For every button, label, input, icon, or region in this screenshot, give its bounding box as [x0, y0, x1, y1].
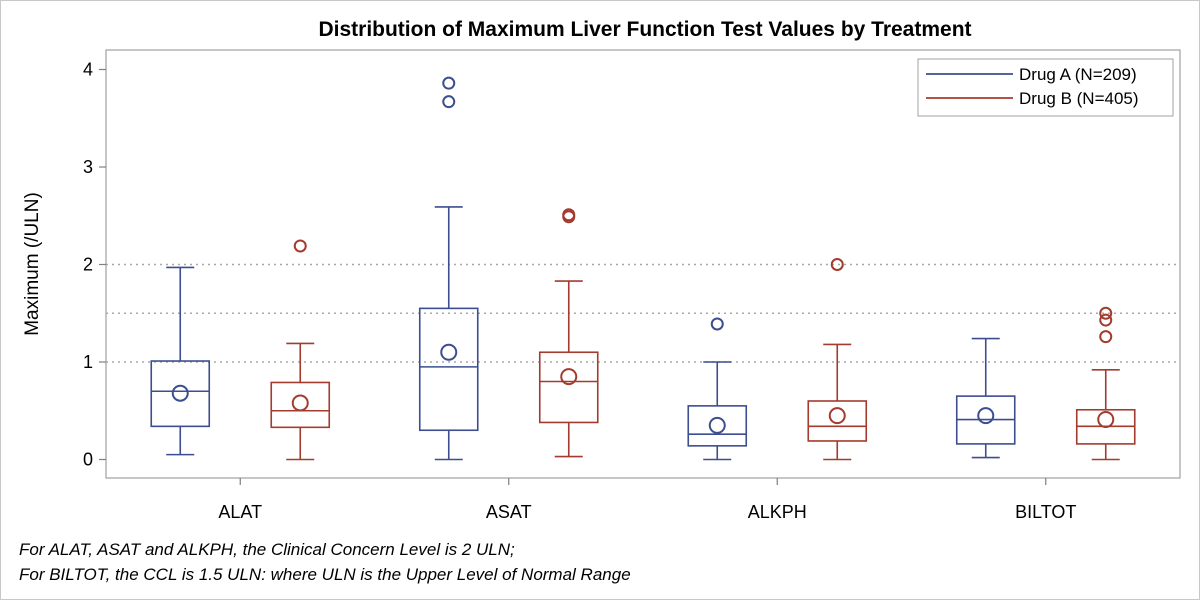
chart-title: Distribution of Maximum Liver Function T…	[318, 18, 971, 41]
box-iqr	[807, 400, 868, 442]
footnote-line-2: For BILTOT, the CCL is 1.5 ULN: where UL…	[19, 565, 631, 584]
outlier-point	[1099, 313, 1113, 327]
x-tick-label: ALAT	[218, 502, 262, 522]
outlier-point	[1099, 330, 1113, 344]
plot-area: 0 1 2 3 4 ALAT ASAT ALKPH BILTOT Drug A (N=209) Dr…	[83, 49, 1181, 522]
x-tick-label: BILTOT	[1015, 502, 1076, 522]
outlier-point	[442, 76, 456, 90]
box-iqr	[687, 405, 748, 447]
y-tick-label: 0	[83, 450, 93, 470]
mean-marker	[171, 384, 189, 402]
legend-label: Drug A (N=209)	[1019, 65, 1137, 84]
mean-marker	[708, 416, 726, 434]
y-tick-label: 4	[83, 60, 93, 80]
x-tick-label: ALKPH	[748, 502, 807, 522]
box-iqr	[270, 381, 331, 429]
outlier-point	[710, 317, 724, 331]
legend-label: Drug B (N=405)	[1019, 89, 1139, 108]
box-iqr	[418, 307, 479, 432]
outlier-point	[562, 208, 576, 222]
mean-marker	[977, 407, 995, 425]
y-tick-label: 2	[83, 255, 93, 275]
mean-marker	[1097, 411, 1115, 429]
y-tick-label: 1	[83, 352, 93, 372]
legend-box	[917, 58, 1174, 117]
outlier-point	[1099, 306, 1113, 320]
box-iqr	[150, 360, 211, 428]
outlier-point	[830, 258, 844, 271]
box-iqr	[538, 351, 599, 424]
x-tick-label: ASAT	[486, 502, 532, 522]
outlier-point	[442, 95, 456, 109]
y-tick-label: 3	[83, 157, 93, 177]
mean-marker	[440, 343, 458, 361]
mean-marker	[560, 368, 578, 386]
mean-marker	[291, 394, 309, 412]
mean-marker	[828, 407, 846, 425]
y-axis-label: Maximum (/ULN)	[22, 192, 43, 336]
footnote-line-1: For ALAT, ASAT and ALKPH, the Clinical C…	[19, 540, 515, 559]
outlier-point	[293, 239, 307, 253]
